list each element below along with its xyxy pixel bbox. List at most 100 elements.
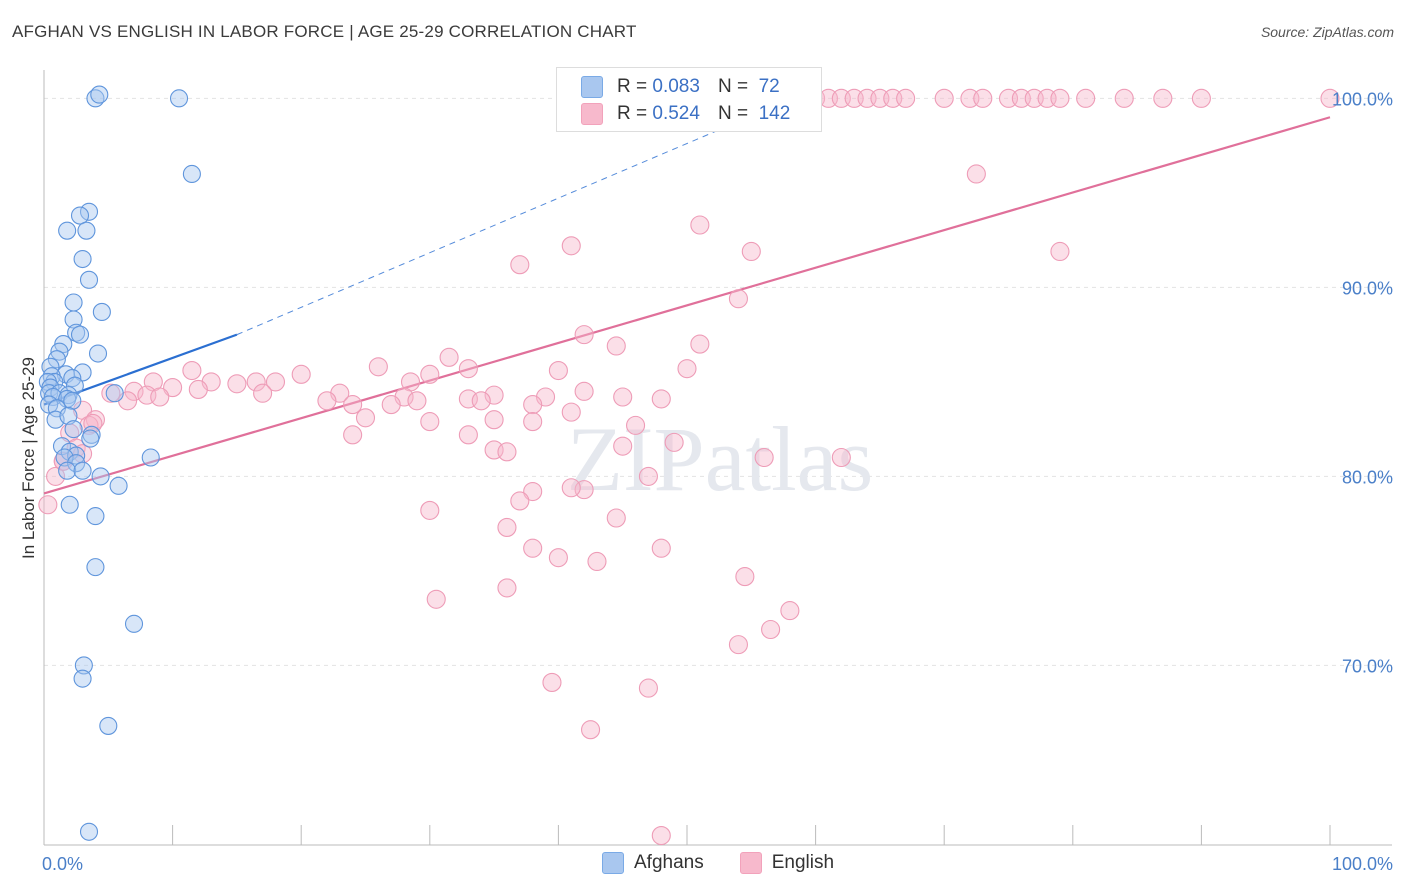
- english-point: [355, 408, 376, 428]
- english-point: [471, 391, 491, 411]
- afghans-point: [67, 446, 86, 465]
- english-point: [548, 548, 568, 568]
- english-point: [973, 88, 993, 108]
- afghans-points: [38, 85, 201, 841]
- afghans-point: [81, 429, 100, 448]
- english-point: [265, 372, 286, 392]
- english-point: [966, 164, 986, 184]
- afghans-point: [79, 822, 99, 841]
- legend-n-value: 72: [758, 76, 780, 97]
- watermark: ZIPatlas: [567, 408, 874, 510]
- english-point: [934, 88, 954, 108]
- english-point: [780, 601, 800, 621]
- afghans-point: [73, 461, 92, 480]
- afghans-point: [64, 420, 83, 439]
- english-point: [728, 289, 748, 309]
- english-point: [420, 364, 440, 384]
- legend-n-label: N =: [717, 103, 749, 124]
- english-point: [1114, 88, 1134, 108]
- axes: [43, 70, 1392, 846]
- afghans-trend-extension: [236, 88, 816, 336]
- english-point: [606, 508, 626, 528]
- bottom-legend-label-english: English: [771, 852, 835, 873]
- legend-row-english: R = 0.524 N = 142: [581, 101, 790, 127]
- afghans-point: [90, 85, 109, 104]
- bottom-legend-swatch-english: [739, 852, 762, 874]
- english-point: [101, 383, 121, 403]
- afghans-point: [86, 558, 105, 577]
- legend-r-value: 0.524: [652, 103, 700, 124]
- english-point: [561, 402, 581, 422]
- english-point: [381, 395, 401, 415]
- english-point: [761, 619, 781, 640]
- english-point: [458, 359, 478, 379]
- english-point: [188, 379, 208, 400]
- english-point: [728, 635, 748, 655]
- legend: R = 0.083 N = 72 R = 0.524 N = 142: [556, 67, 822, 132]
- english-point: [613, 436, 633, 456]
- english-point: [690, 334, 710, 354]
- english-point: [651, 825, 671, 846]
- tick-labels: 70.0% 80.0% 90.0% 100.0% 0.0% 100.0%: [42, 89, 1393, 874]
- y-axis-label: In Labor Force | Age 25-29: [19, 357, 38, 559]
- english-point: [523, 412, 543, 432]
- english-point: [497, 517, 517, 537]
- legend-r-label: R =: [617, 103, 648, 124]
- english-point: [246, 372, 266, 392]
- y-tick-label: 80.0%: [1342, 467, 1393, 487]
- english-point: [150, 387, 170, 407]
- english-point: [368, 357, 388, 377]
- afghans-point: [64, 293, 83, 312]
- afghans-point: [124, 614, 144, 633]
- english-point: [690, 215, 710, 235]
- english-point: [651, 389, 671, 409]
- english-point: [439, 347, 459, 367]
- afghans-point: [109, 476, 128, 495]
- english-point: [484, 385, 504, 405]
- english-point: [735, 567, 755, 587]
- x-tick-label: 100.0%: [1332, 854, 1393, 874]
- english-point: [420, 500, 440, 520]
- english-point: [677, 359, 697, 379]
- afghans-point: [70, 206, 90, 225]
- afghans-point: [73, 363, 92, 382]
- afghans-point: [73, 669, 92, 688]
- english-point: [580, 720, 601, 740]
- afghans-point: [67, 454, 86, 473]
- afghans-point: [65, 376, 84, 395]
- english-point: [548, 360, 568, 381]
- legend-n-label: N =: [717, 76, 749, 97]
- english-trend-line: [43, 116, 1331, 495]
- legend-n-value: 142: [758, 103, 791, 124]
- bottom-legend: Afghans English: [602, 852, 870, 874]
- afghans-point: [91, 467, 110, 486]
- english-point: [896, 88, 916, 108]
- afghans-point: [41, 357, 60, 376]
- english-point: [291, 364, 311, 384]
- bottom-legend-swatch-afghans: [602, 852, 624, 874]
- bottom-legend-english: English: [739, 852, 835, 874]
- english-point: [606, 336, 626, 356]
- english-point: [741, 241, 761, 262]
- y-tick-label: 70.0%: [1342, 656, 1393, 676]
- afghans-point: [58, 461, 77, 480]
- english-point: [651, 538, 671, 558]
- english-point: [638, 466, 658, 486]
- afghans-point: [88, 344, 108, 363]
- afghans-point: [99, 716, 118, 735]
- afghans-point: [169, 89, 189, 108]
- afghans-point: [77, 221, 96, 240]
- legend-r-label: R =: [617, 76, 648, 97]
- legend-swatch-english: [581, 103, 603, 125]
- english-point: [1050, 88, 1070, 108]
- english-point: [343, 425, 363, 445]
- bottom-legend-label-afghans: Afghans: [634, 852, 704, 873]
- x-tick-label: 0.0%: [42, 854, 83, 874]
- english-point: [523, 538, 543, 558]
- english-point: [46, 466, 66, 486]
- afghans-point: [105, 384, 124, 403]
- legend-swatch-afghans: [581, 76, 603, 98]
- y-tick-label: 90.0%: [1342, 278, 1393, 298]
- english-point: [1076, 88, 1096, 108]
- english-point: [523, 395, 543, 415]
